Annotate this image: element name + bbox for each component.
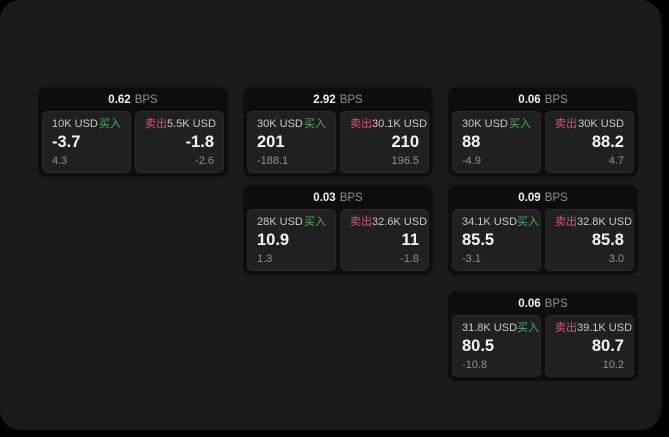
bps-value: 0.62 bbox=[108, 93, 131, 106]
buy-delta: 4.3 bbox=[52, 154, 68, 167]
sell-delta: 10.2 bbox=[602, 358, 624, 371]
quote-card: 0.06 BPS 30K USD 买入 88 -4.9 卖出 30K USD 8… bbox=[448, 87, 638, 177]
sell-price: 11 bbox=[401, 231, 419, 250]
sell-label: 卖出 bbox=[555, 118, 577, 130]
quote-panels: 30K USD 买入 88 -4.9 卖出 30K USD 88.2 4.7 bbox=[452, 111, 634, 173]
quote-card: 0.03 BPS 28K USD 买入 10.9 1.3 卖出 32.6K US… bbox=[243, 185, 433, 275]
bps-unit: BPS bbox=[544, 191, 568, 204]
sell-price: 85.8 bbox=[591, 231, 624, 250]
bps-value: 2.92 bbox=[313, 93, 336, 106]
quote-panels: 30K USD 买入 201 -188.1 卖出 30.1K USD 210 1… bbox=[247, 111, 429, 173]
sell-panel[interactable]: 卖出 30K USD 88.2 4.7 bbox=[545, 111, 634, 173]
buy-label: 买入 bbox=[304, 118, 326, 130]
card-header: 0.06 BPS bbox=[452, 295, 634, 312]
sell-label: 卖出 bbox=[555, 216, 577, 228]
bps-value: 0.09 bbox=[518, 191, 541, 204]
buy-amount: 30K USD bbox=[462, 118, 508, 130]
bps-unit: BPS bbox=[544, 93, 568, 106]
sell-price: 80.7 bbox=[591, 337, 624, 356]
card-header: 0.03 BPS bbox=[247, 189, 429, 206]
buy-amount: 31.8K USD bbox=[462, 322, 518, 334]
buy-price: 10.9 bbox=[257, 231, 290, 250]
buy-panel[interactable]: 34.1K USD 买入 85.5 -3.1 bbox=[452, 209, 541, 271]
quote-card: 2.92 BPS 30K USD 买入 201 -188.1 卖出 30.1K … bbox=[243, 87, 433, 177]
card-header: 0.06 BPS bbox=[452, 91, 634, 108]
sell-amount: 39.1K USD bbox=[577, 322, 633, 334]
sell-panel[interactable]: 卖出 32.6K USD 11 -1.8 bbox=[340, 209, 429, 271]
buy-price: 201 bbox=[257, 133, 285, 152]
sell-delta: -1.8 bbox=[400, 252, 419, 265]
quote-panels: 34.1K USD 买入 85.5 -3.1 卖出 32.8K USD 85.8… bbox=[452, 209, 634, 271]
sell-label: 卖出 bbox=[350, 118, 372, 130]
sell-delta: 3.0 bbox=[608, 252, 624, 265]
sell-panel[interactable]: 卖出 30.1K USD 210 196.5 bbox=[340, 111, 429, 173]
buy-price: 80.5 bbox=[462, 337, 495, 356]
quote-card: 0.09 BPS 34.1K USD 买入 85.5 -3.1 卖出 32.8K… bbox=[448, 185, 638, 275]
buy-panel[interactable]: 28K USD 买入 10.9 1.3 bbox=[247, 209, 336, 271]
quote-panels: 31.8K USD 买入 80.5 -10.8 卖出 39.1K USD 80.… bbox=[452, 315, 634, 377]
buy-delta: -188.1 bbox=[257, 154, 289, 167]
sell-price: 210 bbox=[391, 133, 419, 152]
buy-label: 买入 bbox=[99, 118, 121, 130]
sell-delta: -2.6 bbox=[195, 154, 214, 167]
sell-panel[interactable]: 卖出 39.1K USD 80.7 10.2 bbox=[545, 315, 634, 377]
bps-value: 0.06 bbox=[518, 297, 541, 310]
buy-price: 88 bbox=[462, 133, 481, 152]
buy-panel[interactable]: 30K USD 买入 201 -188.1 bbox=[247, 111, 336, 173]
buy-label: 买入 bbox=[517, 216, 540, 228]
buy-delta: -10.8 bbox=[462, 358, 488, 371]
sell-amount: 30K USD bbox=[578, 118, 624, 130]
bps-value: 0.03 bbox=[313, 191, 336, 204]
buy-label: 买入 bbox=[517, 322, 540, 334]
quote-panels: 10K USD 买入 -3.7 4.3 卖出 5.5K USD -1.8 -2.… bbox=[42, 111, 224, 173]
sell-label: 卖出 bbox=[145, 118, 167, 130]
buy-delta: -3.1 bbox=[462, 252, 481, 265]
buy-panel[interactable]: 31.8K USD 买入 80.5 -10.8 bbox=[452, 315, 541, 377]
sell-label: 卖出 bbox=[555, 322, 577, 334]
buy-amount: 34.1K USD bbox=[462, 216, 518, 228]
quote-card: 0.06 BPS 31.8K USD 买入 80.5 -10.8 卖出 39.1… bbox=[448, 291, 638, 381]
bps-unit: BPS bbox=[544, 297, 568, 310]
sell-price: -1.8 bbox=[185, 133, 214, 152]
card-header: 0.09 BPS bbox=[452, 189, 634, 206]
sell-delta: 196.5 bbox=[391, 154, 419, 167]
buy-delta: 1.3 bbox=[257, 252, 273, 265]
bps-unit: BPS bbox=[134, 93, 158, 106]
buy-price: -3.7 bbox=[52, 133, 81, 152]
quote-panels: 28K USD 买入 10.9 1.3 卖出 32.6K USD 11 -1.8 bbox=[247, 209, 429, 271]
sell-panel[interactable]: 卖出 32.8K USD 85.8 3.0 bbox=[545, 209, 634, 271]
buy-label: 买入 bbox=[304, 216, 326, 228]
sell-price: 88.2 bbox=[591, 133, 624, 152]
buy-panel[interactable]: 30K USD 买入 88 -4.9 bbox=[452, 111, 541, 173]
bps-value: 0.06 bbox=[518, 93, 541, 106]
quote-card: 0.62 BPS 10K USD 买入 -3.7 4.3 卖出 5.5K USD… bbox=[38, 87, 228, 177]
buy-delta: -4.9 bbox=[462, 154, 481, 167]
app-window: 0.62 BPS 10K USD 买入 -3.7 4.3 卖出 5.5K USD… bbox=[0, 0, 661, 430]
sell-delta: 4.7 bbox=[608, 154, 624, 167]
buy-amount: 30K USD bbox=[257, 118, 303, 130]
sell-panel[interactable]: 卖出 5.5K USD -1.8 -2.6 bbox=[135, 111, 224, 173]
buy-amount: 10K USD bbox=[52, 118, 98, 130]
buy-label: 买入 bbox=[509, 118, 531, 130]
buy-panel[interactable]: 10K USD 买入 -3.7 4.3 bbox=[42, 111, 131, 173]
buy-amount: 28K USD bbox=[257, 216, 303, 228]
sell-amount: 32.8K USD bbox=[577, 216, 633, 228]
sell-amount: 30.1K USD bbox=[372, 118, 428, 130]
sell-amount: 32.6K USD bbox=[372, 216, 428, 228]
buy-price: 85.5 bbox=[462, 231, 495, 250]
sell-label: 卖出 bbox=[350, 216, 372, 228]
card-header: 2.92 BPS bbox=[247, 91, 429, 108]
sell-amount: 5.5K USD bbox=[167, 118, 216, 130]
bps-unit: BPS bbox=[339, 191, 363, 204]
bps-unit: BPS bbox=[339, 93, 363, 106]
card-header: 0.62 BPS bbox=[42, 91, 224, 108]
